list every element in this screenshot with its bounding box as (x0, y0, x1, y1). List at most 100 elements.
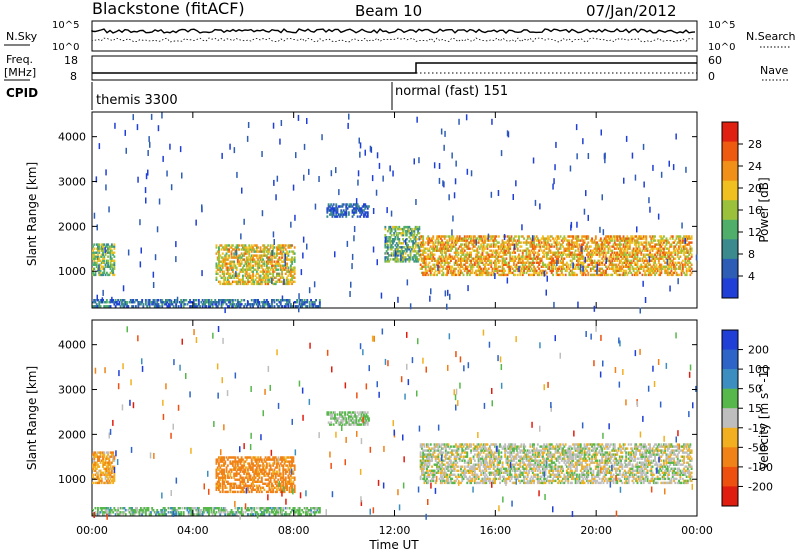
power-cell (108, 273, 111, 277)
power-cell (588, 251, 591, 254)
power-noise-mark (201, 204, 203, 211)
vel-cell (233, 468, 236, 471)
power-cell (531, 251, 534, 254)
power-cell (462, 239, 465, 242)
power-cell (279, 252, 282, 255)
vel-cell (110, 469, 113, 472)
power-cell (467, 265, 470, 268)
power-cell (230, 244, 233, 247)
power-cell (539, 259, 542, 262)
power-cell (397, 227, 399, 231)
power-cell (659, 251, 662, 254)
power-cell (418, 254, 421, 257)
power-cell (511, 259, 514, 262)
power-cell (109, 299, 112, 302)
vel-cell (263, 472, 266, 475)
power-cell (506, 263, 509, 266)
power-noise-mark (147, 169, 149, 176)
power-noise-mark (261, 151, 263, 157)
power-noise-mark (335, 167, 337, 174)
power-cell (220, 264, 223, 267)
power-cell (352, 203, 355, 206)
vel-cell (239, 462, 242, 465)
power-cell (478, 257, 481, 260)
power-cell (447, 243, 450, 246)
power-cell (492, 267, 495, 270)
power-cell (218, 256, 220, 259)
vel-cell (113, 465, 116, 468)
power-noise-mark (96, 294, 98, 301)
power-cell (335, 211, 338, 214)
power-cell (121, 301, 123, 304)
power-cell (463, 245, 466, 248)
vel-cell (255, 458, 258, 461)
vel-cell (248, 484, 251, 487)
power-cell (673, 265, 675, 268)
power-cell (94, 261, 97, 264)
vel-cell (215, 474, 218, 477)
power-cell (669, 237, 672, 240)
power-noise-mark (652, 164, 654, 171)
power-cell (679, 241, 682, 244)
power-cell (649, 263, 651, 266)
power-cell (598, 259, 601, 262)
power-cell (505, 249, 508, 252)
power-noise-mark (351, 263, 353, 270)
power-cell (485, 257, 488, 260)
power-cell (564, 249, 567, 252)
power-cell (690, 249, 693, 252)
power-cell (105, 259, 108, 262)
power-noise-mark (555, 141, 557, 148)
power-cell (427, 265, 430, 268)
power-cell (491, 253, 494, 256)
power-noise-mark (321, 134, 323, 141)
power-cell (444, 261, 447, 264)
power-cell (477, 257, 480, 260)
power-cell (555, 245, 558, 248)
power-cell (533, 269, 535, 273)
power-cell (250, 250, 253, 253)
power-cell (419, 267, 422, 270)
power-cell (634, 239, 636, 242)
power-cell (402, 256, 404, 259)
power-cell (229, 282, 232, 286)
power-cell (112, 267, 115, 270)
power-cell (336, 209, 339, 212)
power-noise-mark (145, 173, 148, 180)
power-cell (597, 251, 600, 254)
power-cell (281, 274, 283, 277)
power-cell (587, 247, 590, 250)
vel-cell (264, 468, 267, 471)
power-cell (168, 305, 171, 308)
power-cell (131, 301, 133, 304)
power-cell (262, 303, 265, 306)
power-cell (507, 267, 510, 270)
power-cell (400, 248, 403, 251)
power-cell (282, 276, 285, 279)
vel-cell (99, 469, 102, 472)
power-cell (121, 303, 123, 306)
power-cell (567, 241, 570, 244)
power-cell (95, 263, 98, 266)
power-cell (505, 257, 508, 260)
power-cell (259, 250, 262, 253)
power-cell (102, 265, 104, 268)
power-cell (255, 276, 258, 279)
noise-sky-trace (91, 28, 696, 34)
power-cell (685, 243, 688, 246)
power-noise-mark (418, 157, 420, 164)
power-cell (318, 301, 321, 304)
power-cell (584, 267, 587, 270)
power-cell (456, 239, 459, 242)
power-cell (418, 238, 421, 241)
power-cell (657, 247, 660, 250)
power-cell (515, 257, 518, 260)
power-cell (504, 251, 507, 254)
power-cell (293, 301, 296, 304)
power-cell (273, 270, 276, 273)
vel-cell (112, 457, 115, 460)
power-cell (683, 249, 685, 252)
power-cell (289, 244, 292, 247)
power-cell (626, 237, 629, 240)
power-cell (415, 260, 418, 263)
